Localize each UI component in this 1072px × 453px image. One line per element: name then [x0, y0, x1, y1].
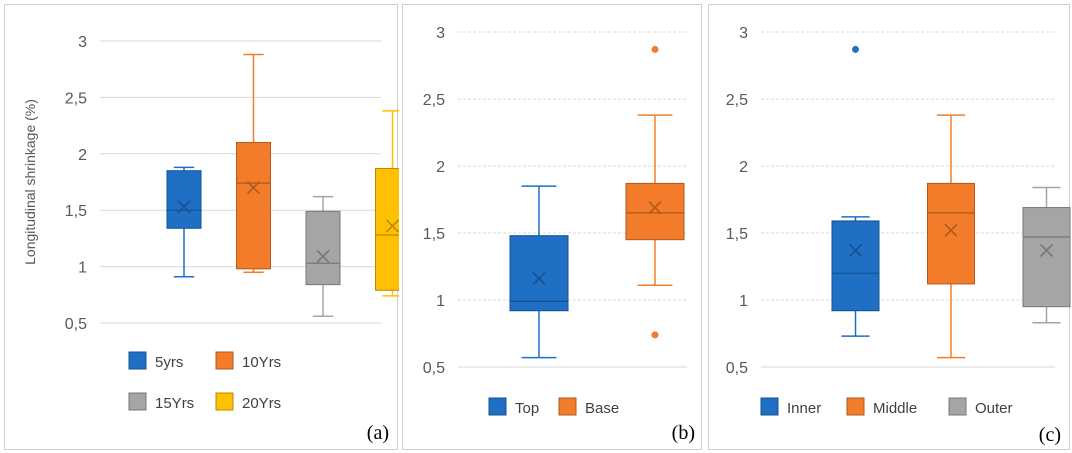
boxplot-chart-c: 0,5 1 1,5 2 2,5 3 Inner Middle Outer — [726, 25, 1071, 417]
boxplot-chart-b: 0,5 1 1,5 2 2,5 3 Top Base — [423, 25, 687, 417]
outlier-point — [852, 45, 859, 53]
panel-label-a: (a) — [366, 422, 389, 444]
box-outer — [1022, 207, 1071, 308]
mean-marker — [944, 223, 958, 237]
y-tick-label: 2,5 — [423, 92, 445, 109]
legend-swatch — [558, 397, 577, 416]
y-tick-label: 3 — [739, 25, 748, 42]
legend-label: 10Yrs — [242, 354, 281, 371]
mean-marker — [848, 243, 863, 257]
mean-marker — [648, 200, 662, 215]
boxplot-chart-a: 0,5 1 1,5 2 2,5 3 Longitudinal shrinkage (%) 5y… — [22, 34, 399, 412]
legend-swatch — [760, 397, 779, 416]
legend-label: Outer — [975, 400, 1013, 417]
legend-label: 15Yrs — [155, 395, 194, 412]
y-tick-label: 1,5 — [726, 226, 748, 243]
chart-panel-c: 0,5 1 1,5 2 2,5 3 Inner Middle Outer (c) — [708, 4, 1071, 450]
y-tick-label: 2,5 — [65, 90, 87, 107]
legend-swatch — [215, 392, 234, 411]
mean-marker — [1039, 243, 1054, 257]
legend-swatch — [488, 397, 507, 416]
mean-marker — [316, 249, 330, 264]
y-tick-label: 1,5 — [65, 203, 87, 220]
y-tick-label: 3 — [78, 34, 87, 51]
legend-swatch — [128, 351, 147, 370]
y-tick-label: 2,5 — [726, 92, 748, 109]
panel-label-b: (b) — [671, 422, 695, 444]
legend-label: Top — [515, 400, 539, 417]
box-5yrs — [166, 170, 202, 229]
outlier-point — [651, 331, 659, 339]
y-tick-label: 2 — [436, 159, 445, 176]
y-tick-label: 1 — [739, 293, 748, 310]
box-20yrs — [375, 167, 399, 291]
mean-marker — [385, 219, 399, 233]
chart-panel-b: 0,5 1 1,5 2 2,5 3 Top Base (b) — [402, 4, 702, 450]
legend-label: 5yrs — [155, 354, 183, 371]
y-tick-label: 3 — [436, 25, 445, 42]
legend-swatch — [128, 392, 147, 411]
y-tick-label: 0,5 — [423, 360, 445, 377]
box-10yrs — [236, 142, 271, 270]
panel-label-c: (c) — [1038, 424, 1061, 446]
box-top — [509, 235, 569, 312]
legend-label: Base — [585, 400, 619, 417]
y-tick-label: 2 — [78, 147, 87, 164]
legend-swatch — [215, 351, 234, 370]
box-inner — [831, 220, 880, 312]
legend-swatch — [846, 397, 865, 416]
y-tick-label: 1,5 — [423, 226, 445, 243]
box-middle — [927, 182, 975, 285]
legend-label: Middle — [873, 400, 917, 417]
legend-label: Inner — [787, 400, 821, 417]
mean-marker — [177, 200, 191, 214]
mean-marker — [532, 271, 546, 286]
outlier-point — [651, 45, 659, 53]
y-tick-label: 0,5 — [65, 316, 87, 333]
mean-marker — [246, 181, 261, 195]
box-base — [625, 182, 685, 241]
y-tick-label: 0,5 — [726, 360, 748, 377]
y-tick-label: 1 — [78, 260, 87, 277]
box-15yrs — [305, 210, 341, 286]
legend-label: 20Yrs — [242, 395, 281, 412]
legend-swatch — [948, 397, 967, 416]
chart-panel-a: 0,5 1 1,5 2 2,5 3 Longitudinal shrinkage (%) 5y… — [4, 4, 399, 450]
y-tick-label: 2 — [739, 159, 748, 176]
y-axis-label: Longitudinal shrinkage (%) — [22, 99, 38, 265]
y-tick-label: 1 — [436, 293, 445, 310]
